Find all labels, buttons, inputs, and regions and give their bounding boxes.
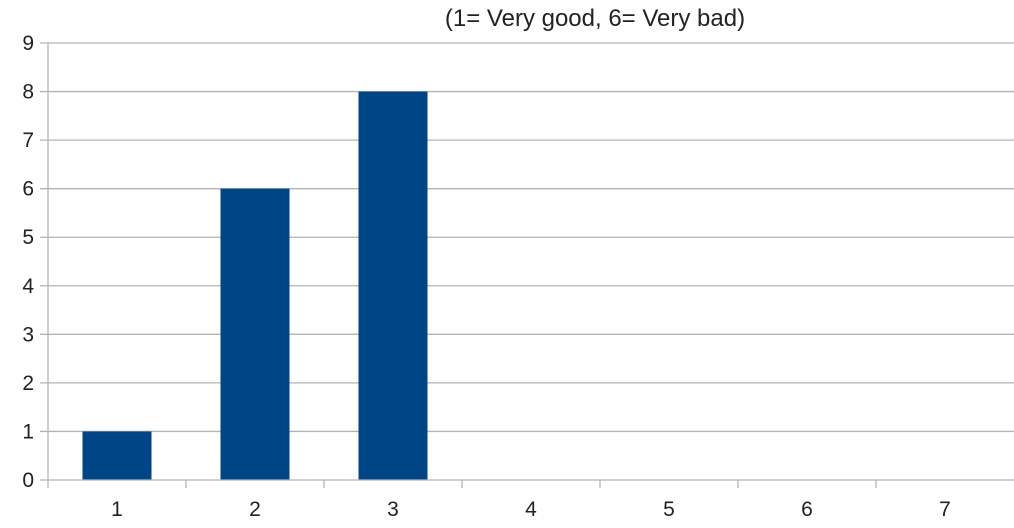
y-tick-label: 1 [22,420,34,443]
grid-lines [40,42,1014,433]
x-tick-label: 2 [249,498,261,521]
y-tick-label: 4 [22,275,34,298]
y-tick-label: 9 [22,32,34,55]
y-tick-label: 2 [22,372,34,395]
chart-subtitle: (1= Very good, 6= Very bad) [445,5,745,32]
x-tick-label: 7 [939,498,951,521]
y-tick-labels: 0 1 2 3 4 5 6 7 8 9 [22,32,34,492]
y-tick-label: 5 [22,226,34,249]
x-tick-labels: 1 2 3 4 5 6 7 [111,498,951,521]
x-tick-label: 6 [801,498,813,521]
y-tick-label: 7 [22,129,34,152]
y-tick-label: 8 [22,81,34,104]
x-tick-label: 4 [525,498,537,521]
x-tick-label: 5 [663,498,675,521]
x-tick-label: 3 [387,498,399,521]
x-tick-label: 1 [111,498,123,521]
y-tick-label: 0 [22,469,34,492]
y-tick-label: 3 [22,323,34,346]
axes [40,43,1014,488]
bars [82,91,428,481]
bar-2 [220,188,290,480]
y-tick-label: 6 [22,178,34,201]
bar-1 [82,431,152,480]
bar-3 [358,91,428,481]
